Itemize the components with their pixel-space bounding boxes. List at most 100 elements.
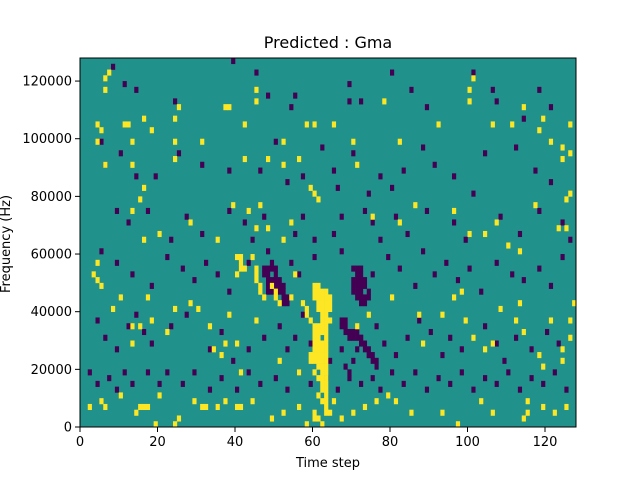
heatmap-cell-high bbox=[312, 409, 317, 416]
heatmap-cell-high bbox=[316, 375, 321, 382]
heatmap-cell-low bbox=[568, 236, 573, 243]
heatmap-cell-high bbox=[99, 127, 104, 134]
heatmap-cell-high bbox=[320, 300, 325, 307]
heatmap-cell-high bbox=[204, 403, 209, 411]
heatmap-cell-low bbox=[514, 334, 519, 341]
heatmap-cell-high bbox=[238, 403, 244, 411]
heatmap-cell-low bbox=[277, 277, 282, 284]
heatmap-cell-high bbox=[254, 317, 259, 324]
heatmap-cell-low bbox=[552, 369, 557, 376]
heatmap-cell-high bbox=[289, 219, 294, 226]
heatmap-cell-high bbox=[242, 121, 247, 128]
heatmap-cell-high bbox=[316, 392, 321, 399]
heatmap-cell-high bbox=[173, 138, 178, 145]
heatmap-cell-high bbox=[281, 236, 286, 243]
heatmap-cell-low bbox=[285, 386, 290, 393]
heatmap-cell-high bbox=[227, 104, 232, 111]
heatmap-cell-high bbox=[297, 403, 302, 411]
heatmap-cell-high bbox=[452, 294, 457, 301]
heatmap-cell-high bbox=[297, 369, 302, 376]
heatmap-cell-high bbox=[103, 86, 108, 93]
heatmap-cell-high bbox=[320, 421, 325, 428]
heatmap-cell-low bbox=[262, 265, 267, 272]
heatmap-cell-low bbox=[448, 334, 453, 341]
heatmap-cell-low bbox=[370, 375, 375, 382]
heatmap-cell-high bbox=[328, 300, 333, 307]
heatmap-cell-high bbox=[564, 196, 569, 203]
heatmap-cell-low bbox=[339, 346, 344, 353]
heatmap-cell-low bbox=[521, 115, 526, 122]
x-tick-label: 80 bbox=[382, 435, 399, 450]
heatmap-cell-low bbox=[483, 375, 488, 382]
heatmap-cell-high bbox=[246, 207, 251, 214]
heatmap-cell-high bbox=[95, 259, 100, 266]
heatmap-cell-low bbox=[273, 138, 278, 145]
heatmap-cell-high bbox=[537, 352, 542, 359]
y-tick-label: 120000 bbox=[22, 75, 72, 90]
heatmap-cell-low bbox=[142, 328, 147, 336]
heatmap-cell-high bbox=[366, 311, 371, 318]
heatmap-cell-high bbox=[300, 300, 306, 307]
y-tick-label: 80000 bbox=[31, 190, 72, 205]
heatmap-cell-low bbox=[351, 265, 356, 272]
heatmap-cell-high bbox=[459, 288, 464, 295]
heatmap-cell-low bbox=[331, 167, 337, 174]
heatmap-cell-high bbox=[320, 311, 325, 318]
heatmap-cell-low bbox=[165, 369, 170, 376]
heatmap-cell-low bbox=[533, 167, 538, 174]
heatmap-cell-high bbox=[250, 254, 255, 261]
heatmap-cell-high bbox=[312, 352, 317, 359]
heatmap-cell-high bbox=[514, 317, 519, 324]
heatmap-cell-high bbox=[215, 403, 220, 411]
heatmap-cell-high bbox=[157, 230, 162, 238]
heatmap-cell-high bbox=[328, 294, 333, 301]
heatmap-cell-high bbox=[320, 305, 325, 312]
heatmap-cell-high bbox=[277, 357, 282, 364]
heatmap-cell-high bbox=[564, 403, 569, 411]
heatmap-cell-low bbox=[281, 300, 286, 307]
heatmap-cell-low bbox=[545, 328, 550, 336]
heatmap-cell-low bbox=[506, 369, 511, 376]
heatmap-cell-high bbox=[397, 219, 402, 226]
heatmap-cell-low bbox=[467, 265, 472, 272]
heatmap-cell-low bbox=[401, 167, 406, 174]
heatmap-cell-low bbox=[351, 334, 356, 341]
heatmap-cell-low bbox=[269, 259, 275, 266]
heatmap-cell-high bbox=[541, 403, 546, 411]
heatmap-cell-low bbox=[362, 282, 368, 289]
heatmap-cell-low bbox=[122, 81, 127, 88]
heatmap-cell-low bbox=[517, 230, 523, 238]
heatmap-cell-high bbox=[355, 323, 360, 330]
heatmap-cell-low bbox=[277, 282, 282, 289]
heatmap-cell-low bbox=[351, 277, 356, 284]
heatmap-cell-high bbox=[324, 392, 329, 399]
heatmap-cell-low bbox=[273, 265, 278, 272]
heatmap-cell-high bbox=[324, 398, 329, 405]
heatmap-cell-high bbox=[273, 294, 278, 301]
heatmap-cell-low bbox=[355, 334, 360, 341]
heatmap-cell-low bbox=[560, 254, 565, 261]
y-tick-label: 20000 bbox=[31, 363, 72, 378]
heatmap-cell-high bbox=[324, 323, 329, 330]
heatmap-cell-high bbox=[548, 138, 554, 145]
heatmap-cell-high bbox=[328, 317, 333, 324]
heatmap-cell-low bbox=[424, 104, 430, 111]
heatmap-cell-high bbox=[308, 352, 313, 359]
heatmap-cell-high bbox=[223, 104, 228, 111]
heatmap-cell-low bbox=[378, 173, 383, 180]
heatmap-cell-low bbox=[207, 346, 213, 353]
heatmap-cell-low bbox=[359, 265, 364, 272]
heatmap-cell-low bbox=[355, 277, 360, 284]
heatmap-cell-low bbox=[359, 271, 364, 278]
heatmap-cell-high bbox=[142, 184, 147, 191]
heatmap-cell-high bbox=[316, 334, 321, 341]
heatmap-cell-low bbox=[417, 317, 422, 324]
chart-title: Predicted : Gma bbox=[264, 33, 392, 52]
heatmap-cell-low bbox=[390, 69, 395, 76]
x-tick-label: 60 bbox=[304, 435, 321, 450]
heatmap-cell-low bbox=[231, 58, 236, 65]
heatmap-cell-high bbox=[176, 415, 182, 422]
heatmap-cell-low bbox=[378, 386, 383, 393]
heatmap-cell-low bbox=[386, 254, 391, 261]
heatmap-cell-high bbox=[316, 340, 321, 347]
